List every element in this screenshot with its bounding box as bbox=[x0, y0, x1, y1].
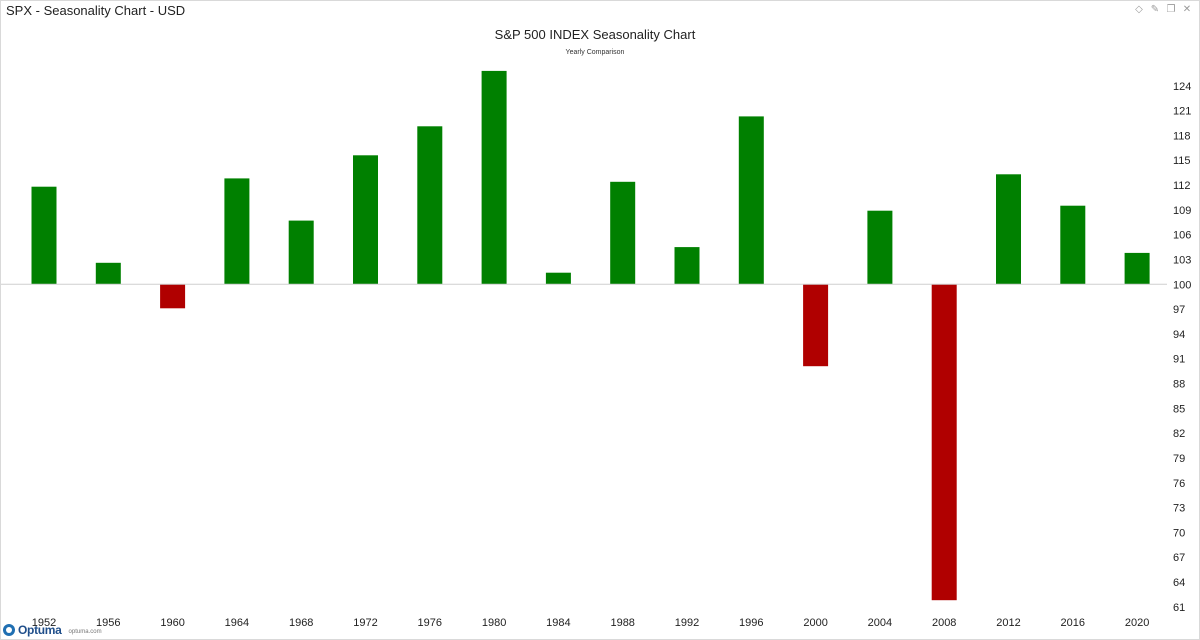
diamond-icon[interactable]: ◇ bbox=[1135, 4, 1143, 15]
x-tick-label: 1952 bbox=[32, 617, 56, 629]
bars-group bbox=[31, 70, 1150, 601]
x-tick-label: 1980 bbox=[482, 617, 506, 629]
bar-1992[interactable] bbox=[674, 247, 700, 285]
bar-2016[interactable] bbox=[1060, 205, 1086, 285]
x-tick-label: 2020 bbox=[1125, 617, 1149, 629]
y-tick-label: 118 bbox=[1173, 130, 1191, 142]
y-tick-label: 121 bbox=[1173, 106, 1191, 118]
optuma-logo-text: Optuma bbox=[18, 623, 62, 637]
bar-2020[interactable] bbox=[1124, 252, 1150, 285]
window-controls: ◇ ✎ ❐ ✕ bbox=[1133, 3, 1193, 17]
chart-area[interactable]: S&P 500 INDEX Seasonality Chart Yearly C… bbox=[1, 21, 1199, 639]
bar-2012[interactable] bbox=[996, 174, 1021, 285]
x-tick-label: 1964 bbox=[225, 617, 249, 629]
y-tick-label: 115 bbox=[1173, 155, 1191, 167]
y-tick-label: 100 bbox=[1173, 279, 1191, 291]
y-tick-label: 109 bbox=[1173, 205, 1191, 217]
y-tick-label: 97 bbox=[1173, 304, 1185, 316]
y-tick-label: 70 bbox=[1173, 527, 1185, 539]
x-tick-label: 2016 bbox=[1061, 617, 1085, 629]
x-tick-label: 1976 bbox=[418, 617, 442, 629]
y-tick-label: 124 bbox=[1173, 81, 1191, 93]
bar-1996[interactable] bbox=[738, 116, 764, 285]
bar-1972[interactable] bbox=[353, 155, 378, 285]
y-tick-label: 73 bbox=[1173, 503, 1185, 515]
bar-2004[interactable] bbox=[867, 210, 893, 285]
y-tick-label: 112 bbox=[1173, 180, 1191, 192]
x-tick-label: 2000 bbox=[803, 617, 827, 629]
bar-1988[interactable] bbox=[610, 181, 636, 285]
optuma-logo-icon bbox=[3, 624, 15, 636]
x-tick-label: 2012 bbox=[996, 617, 1020, 629]
bar-1956[interactable] bbox=[95, 262, 121, 285]
x-axis: 1952 1956 1960 1964 1968 1972 1976 1980 1984 1988… bbox=[32, 617, 1150, 629]
bar-1968[interactable] bbox=[288, 220, 314, 285]
y-tick-label: 67 bbox=[1173, 552, 1185, 564]
y-tick-label: 79 bbox=[1173, 453, 1185, 465]
seasonality-chart[interactable]: S&P 500 INDEX Seasonality Chart Yearly C… bbox=[1, 21, 1199, 639]
x-tick-label: 1992 bbox=[675, 617, 699, 629]
x-tick-label: 1960 bbox=[160, 617, 184, 629]
chart-title: S&P 500 INDEX Seasonality Chart bbox=[495, 27, 696, 42]
y-tick-label: 61 bbox=[1173, 602, 1185, 614]
optuma-logo: Optuma optuma.com bbox=[3, 623, 102, 637]
y-tick-label: 82 bbox=[1173, 428, 1185, 440]
bar-1984[interactable] bbox=[545, 272, 571, 285]
close-icon[interactable]: ✕ bbox=[1182, 4, 1192, 15]
bar-1964[interactable] bbox=[224, 178, 250, 285]
x-tick-label: 2004 bbox=[868, 617, 892, 629]
x-tick-label: 1968 bbox=[289, 617, 313, 629]
optuma-url: optuma.com bbox=[68, 629, 102, 635]
x-tick-label: 1984 bbox=[546, 617, 570, 629]
window-titlebar[interactable]: SPX - Seasonality Chart - USD ◇ ✎ ❐ ✕ bbox=[1, 1, 1199, 21]
y-tick-label: 88 bbox=[1173, 379, 1185, 391]
y-tick-label: 64 bbox=[1173, 577, 1185, 589]
y-tick-label: 106 bbox=[1173, 230, 1191, 242]
bar-1952[interactable] bbox=[31, 186, 57, 285]
bar-2008[interactable] bbox=[931, 284, 957, 601]
bar-1976[interactable] bbox=[417, 126, 443, 285]
y-tick-label: 94 bbox=[1173, 329, 1185, 341]
bar-2000[interactable] bbox=[803, 284, 829, 367]
y-tick-label: 85 bbox=[1173, 403, 1185, 415]
x-tick-label: 2008 bbox=[932, 617, 956, 629]
bar-1980[interactable] bbox=[481, 70, 507, 285]
bar-1960[interactable] bbox=[160, 284, 186, 309]
y-tick-label: 91 bbox=[1173, 354, 1185, 366]
x-tick-label: 1988 bbox=[610, 617, 634, 629]
chart-subtitle: Yearly Comparison bbox=[566, 49, 625, 56]
x-tick-label: 1956 bbox=[96, 617, 120, 629]
restore-icon[interactable]: ❐ bbox=[1166, 4, 1176, 15]
y-tick-label: 103 bbox=[1173, 255, 1191, 267]
x-tick-label: 1972 bbox=[353, 617, 377, 629]
pin-icon[interactable]: ✎ bbox=[1150, 4, 1160, 15]
window-title: SPX - Seasonality Chart - USD bbox=[6, 3, 186, 18]
y-axis: 61 64 67 70 73 76 79 82 85 88 91 94 97 100 103 106 109 11… bbox=[1173, 81, 1191, 614]
x-tick-label: 1996 bbox=[739, 617, 763, 629]
y-tick-label: 76 bbox=[1173, 478, 1185, 490]
